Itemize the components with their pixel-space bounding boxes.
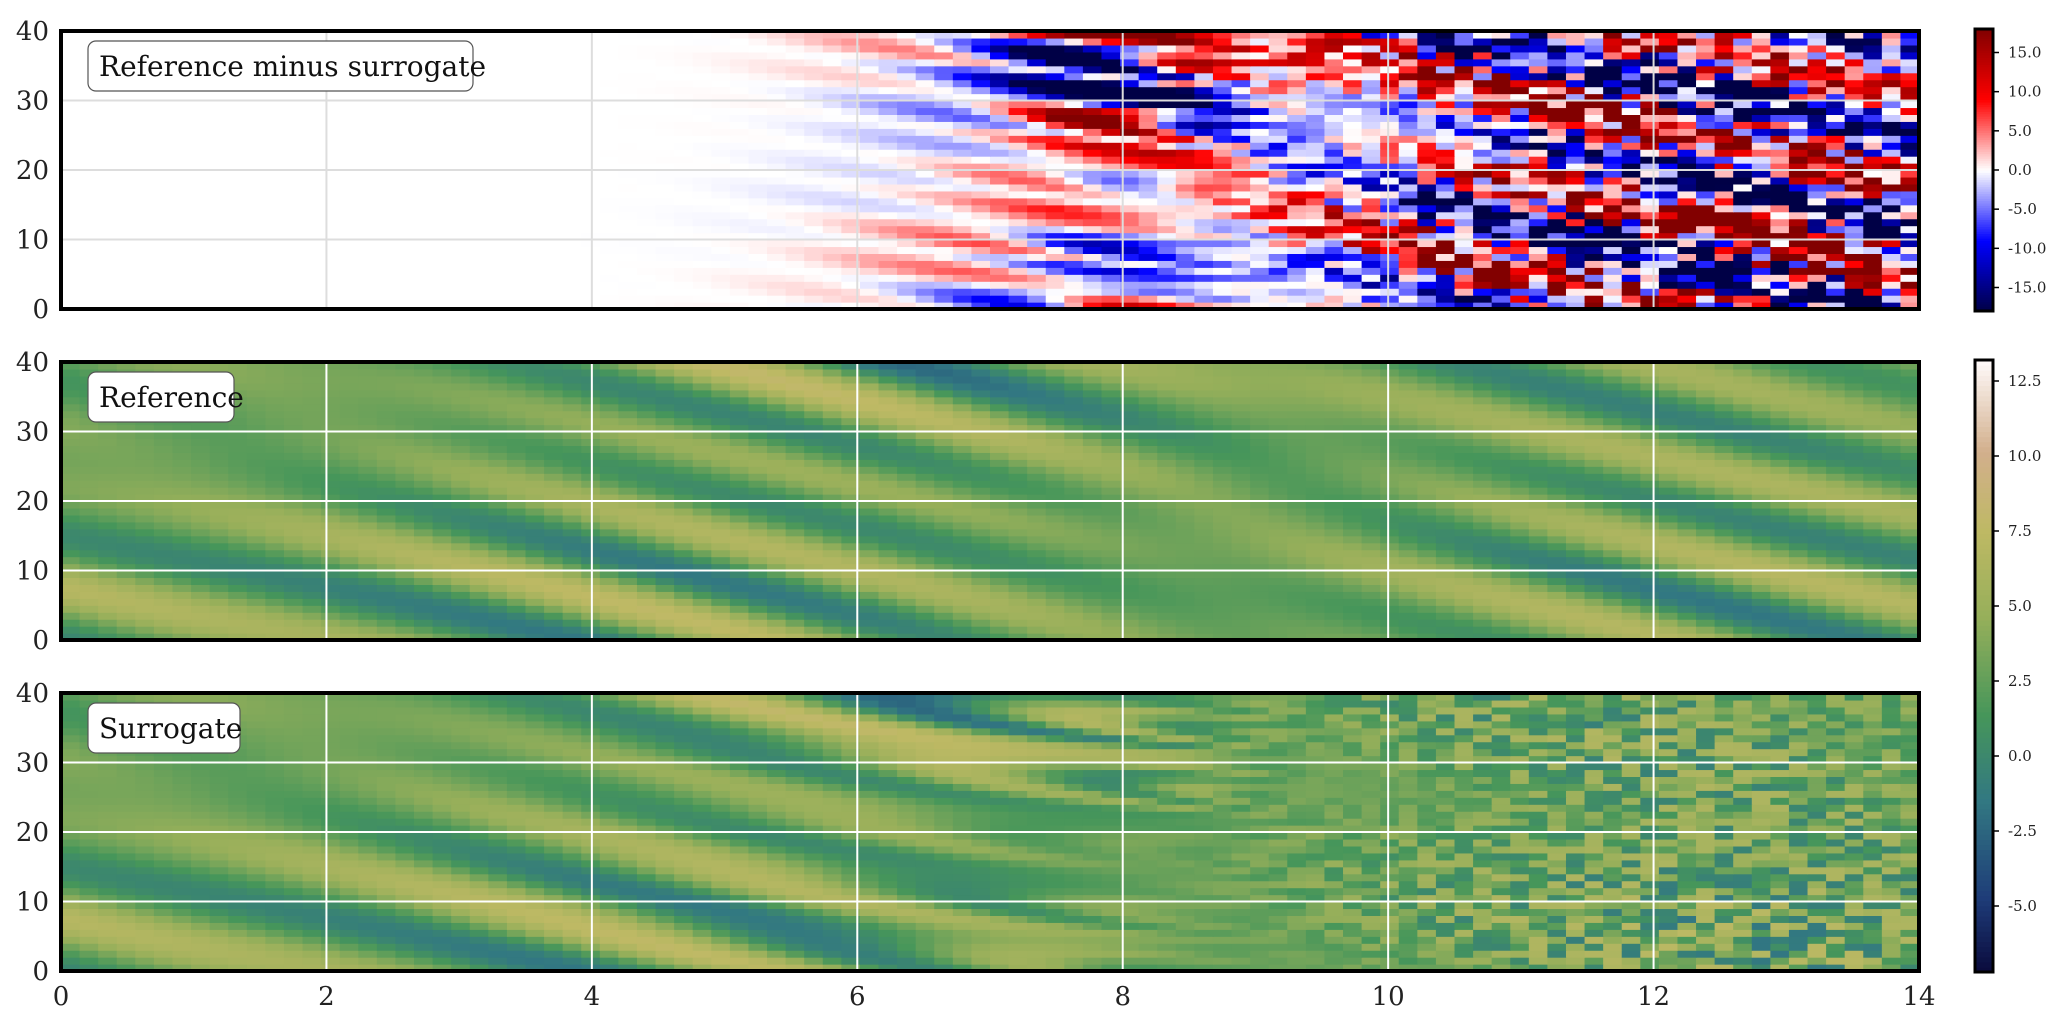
x-ticks: 0 2 4 6 8 10 12 14: [53, 982, 1936, 1012]
y-tick-label: 20: [16, 156, 49, 186]
grid-difference: [61, 31, 1919, 309]
panel-label-surrogate: Surrogate: [87, 702, 242, 754]
x-tick-label: 8: [1114, 982, 1131, 1012]
colorbar-tick-label: -10.0: [2008, 239, 2046, 257]
frame-difference: [59, 29, 1921, 311]
panel-label-difference-text: Reference minus surrogate: [99, 50, 486, 83]
panel-label-reference: Reference: [87, 371, 244, 423]
y-tick-label: 40: [16, 17, 49, 47]
x-tick-label: 14: [1902, 982, 1935, 1012]
colorbar-tick-label: 5.0: [2008, 122, 2032, 140]
colorbar-tick-label: 10.0: [2008, 447, 2041, 465]
panel-reference: 0 10 20 30 40 Reference: [16, 348, 1921, 656]
colorbar-tick-label: 2.5: [2008, 672, 2032, 690]
panel-surrogate: 0 10 20 30 40 Surrogate: [16, 679, 1921, 987]
panel-label-surrogate-text: Surrogate: [99, 712, 242, 745]
y-tick-label: 0: [32, 626, 49, 656]
colorbar-tick-label: 0.0: [2008, 161, 2032, 179]
colorbar-values-gradient: [1975, 360, 1993, 973]
colorbar-tick-label: -2.5: [2008, 822, 2037, 840]
y-tick-label: 10: [16, 557, 49, 587]
panel-label-reference-text: Reference: [99, 381, 244, 414]
y-ticks-reference: 0 10 20 30 40: [16, 348, 49, 656]
y-tick-label: 0: [32, 957, 49, 987]
y-tick-label: 20: [16, 818, 49, 848]
y-tick-label: 10: [16, 888, 49, 918]
y-tick-label: 40: [16, 679, 49, 709]
colorbar-tick-label: 7.5: [2008, 522, 2032, 540]
y-tick-label: 0: [32, 295, 49, 325]
colorbar-difference: 15.0 10.0 5.0 0.0 -5.0 -10.0 -15.0: [1973, 27, 2046, 313]
frame-surrogate: [59, 691, 1921, 973]
heatmap-reference: [61, 362, 1920, 641]
colorbar-tick-label: -5.0: [2008, 200, 2037, 218]
colorbar-tick-label: -15.0: [2008, 279, 2046, 297]
y-tick-label: 30: [16, 749, 49, 779]
colorbar-difference-gradient: [1975, 29, 1993, 312]
y-tick-label: 10: [16, 226, 49, 256]
y-tick-label: 30: [16, 87, 49, 117]
x-tick-label: 10: [1372, 982, 1405, 1012]
y-ticks-surrogate: 0 10 20 30 40: [16, 679, 49, 987]
x-tick-label: 2: [318, 982, 335, 1012]
heatmap-surrogate: [61, 693, 1920, 972]
colorbar-tick-label: 10.0: [2008, 83, 2041, 101]
frame-reference: [59, 360, 1921, 642]
colorbar-values: 12.5 10.0 7.5 5.0 2.5 0.0 -2.5 -5.0: [1973, 358, 2041, 974]
y-tick-label: 30: [16, 418, 49, 448]
colorbar-difference-ticks: 15.0 10.0 5.0 0.0 -5.0 -10.0 -15.0: [1993, 44, 2046, 297]
panel-label-difference: Reference minus surrogate: [87, 40, 486, 92]
y-tick-label: 40: [16, 348, 49, 378]
colorbar-tick-label: -5.0: [2008, 897, 2037, 915]
x-tick-label: 6: [849, 982, 866, 1012]
y-tick-label: 20: [16, 487, 49, 517]
colorbar-tick-label: 5.0: [2008, 597, 2032, 615]
y-ticks-difference: 0 10 20 30 40: [16, 17, 49, 325]
x-tick-label: 12: [1637, 982, 1670, 1012]
grid-reference: [61, 362, 1919, 640]
panel-difference: 0 10 20 30 40 Reference minus surrogate: [16, 17, 1921, 325]
colorbar-tick-label: 0.0: [2008, 747, 2032, 765]
x-tick-label: 0: [53, 982, 70, 1012]
colorbar-tick-label: 15.0: [2008, 44, 2041, 62]
x-tick-label: 4: [584, 982, 601, 1012]
colorbar-values-ticks: 12.5 10.0 7.5 5.0 2.5 0.0 -2.5 -5.0: [1993, 372, 2041, 915]
grid-surrogate: [61, 693, 1919, 971]
colorbar-tick-label: 12.5: [2008, 372, 2041, 390]
